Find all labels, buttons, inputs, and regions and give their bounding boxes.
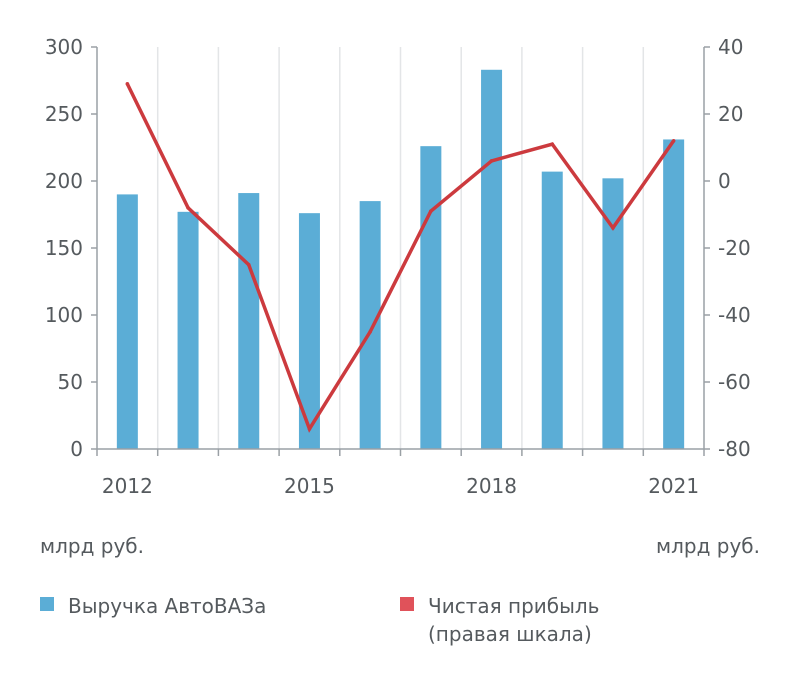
right-tick-label: 20 xyxy=(718,102,743,126)
x-tick-label: 2018 xyxy=(466,474,517,498)
revenue-bar xyxy=(298,213,320,449)
right-tick-label: 0 xyxy=(718,169,731,193)
revenue-bar xyxy=(663,139,685,449)
left-tick-label: 200 xyxy=(45,169,83,193)
net-profit-point xyxy=(671,139,676,143)
profit-line-series xyxy=(125,82,676,433)
grid-lines xyxy=(156,47,645,449)
revenue-bar xyxy=(420,146,442,449)
right-tick-label: -80 xyxy=(718,437,751,461)
legend-label-right-scale: (правая шкала) xyxy=(428,622,592,646)
left-tick-label: 50 xyxy=(58,370,83,394)
legend-item-revenue: Выручка АвтоВАЗа xyxy=(40,592,266,620)
net-profit-line xyxy=(125,83,676,433)
right-tick-label: -40 xyxy=(718,303,751,327)
legend-swatch-revenue xyxy=(40,597,54,611)
legend-label-revenue: Выручка АвтоВАЗа xyxy=(68,594,267,618)
left-tick-label: 150 xyxy=(45,236,83,260)
right-tick-label: -60 xyxy=(718,370,751,394)
legend-item-net-profit: Чистая прибыль (правая шкала) xyxy=(400,592,599,648)
x-tick-label: 2015 xyxy=(284,474,335,498)
right-axis-unit: млрд руб. xyxy=(656,534,760,558)
revenue-bar xyxy=(541,171,563,449)
net-profit-point xyxy=(550,142,555,146)
left-tick-label: 100 xyxy=(45,303,83,327)
right-tick-label: 40 xyxy=(718,35,743,59)
x-tick-label: 2021 xyxy=(648,474,699,498)
axes xyxy=(91,46,710,456)
x-tick-label: 2012 xyxy=(102,474,153,498)
legend-swatch-net-profit xyxy=(400,597,414,611)
revenue-bar xyxy=(116,194,138,449)
net-profit-point xyxy=(611,226,615,230)
net-profit-point xyxy=(186,206,190,210)
right-tick-label: -20 xyxy=(718,236,751,260)
revenue-bar xyxy=(238,193,260,449)
left-tick-label: 250 xyxy=(45,102,83,126)
net-profit-point xyxy=(307,427,312,431)
legend-label-net-profit: Чистая прибыль xyxy=(428,594,600,618)
net-profit-point xyxy=(125,82,130,86)
net-profit-point xyxy=(368,329,372,334)
revenue-bar xyxy=(177,211,199,449)
net-profit-point xyxy=(489,159,494,163)
left-tick-label: 0 xyxy=(70,437,83,461)
revenue-bar xyxy=(481,69,503,449)
chart-canvas: 0 50 100 150 200 250 300 -80 -60 -40 -20 0 20 40 2012 2… xyxy=(45,35,751,498)
left-axis-unit: млрд руб. xyxy=(40,534,144,558)
tick-labels: 0 50 100 150 200 250 300 -80 -60 -40 -20 0 20 40 2012 2… xyxy=(45,35,751,498)
left-tick-label: 300 xyxy=(45,35,83,59)
revenue-bars xyxy=(116,69,685,449)
net-profit-point xyxy=(246,262,251,267)
net-profit-point xyxy=(429,209,433,213)
revenue-bar xyxy=(602,178,624,449)
revenue-bar xyxy=(359,201,381,449)
